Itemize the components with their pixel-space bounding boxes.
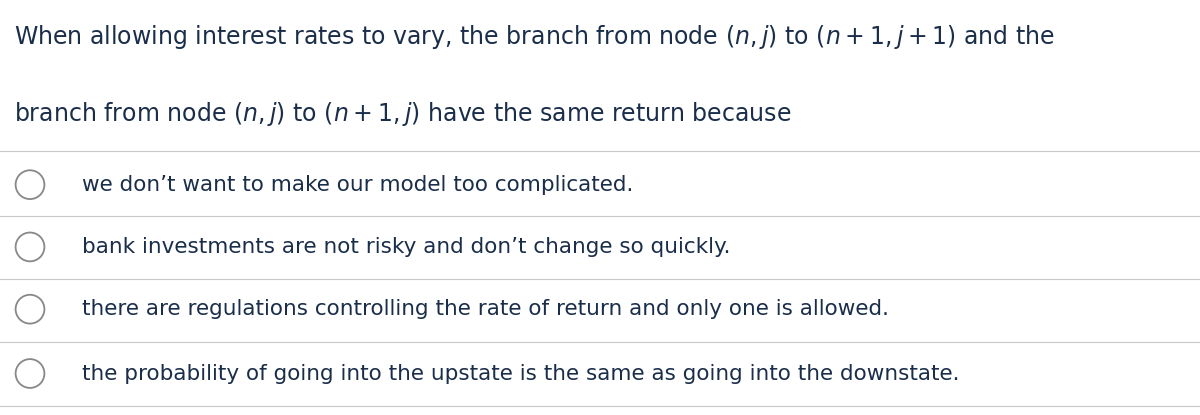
Text: there are regulations controlling the rate of return and only one is allowed.: there are regulations controlling the ra… <box>82 299 888 319</box>
Text: bank investments are not risky and don’t change so quickly.: bank investments are not risky and don’t… <box>82 237 730 257</box>
Text: branch from node $(n, j)$ to $(n + 1, j)$ have the same return because: branch from node $(n, j)$ to $(n + 1, j)… <box>14 100 792 127</box>
Text: the probability of going into the upstate is the same as going into the downstat: the probability of going into the upstat… <box>82 364 959 383</box>
Text: When allowing interest rates to vary, the branch from node $(n, j)$ to $(n + 1, : When allowing interest rates to vary, th… <box>14 23 1055 51</box>
Text: we don’t want to make our model too complicated.: we don’t want to make our model too comp… <box>82 175 632 195</box>
